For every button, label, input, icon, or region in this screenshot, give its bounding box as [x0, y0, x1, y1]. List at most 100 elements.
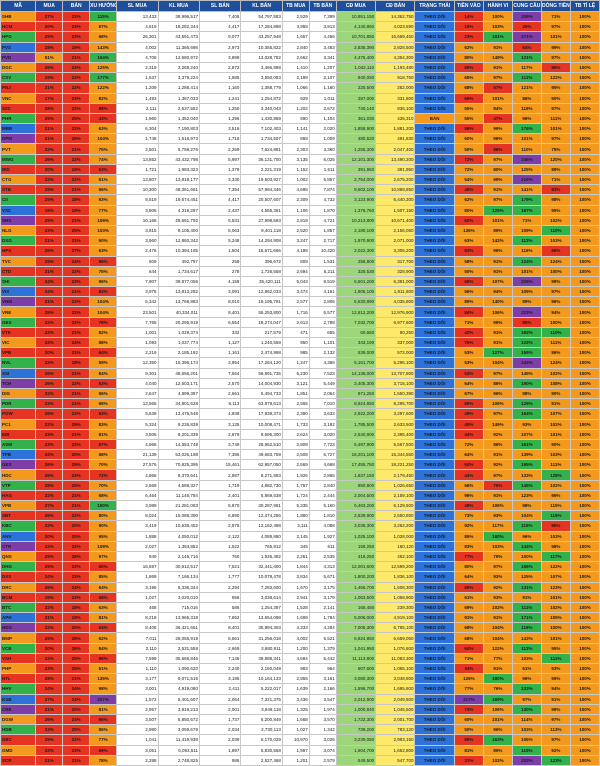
- table-row[interactable]: HPX 26% 27% 63% 2,476 10,394,185 1,504 15,671,6…: [0, 245, 600, 257]
- table-row[interactable]: PHR 25% 25% 43% 1,960 1,352,040 1,296 1,430,869…: [0, 112, 600, 125]
- table-row[interactable]: STB 25% 21% 66% 10,300 48,361,661 7,354 57,984,…: [0, 184, 600, 196]
- buy-pct-cell: 27%: [35, 693, 64, 705]
- table-row[interactable]: PVD 51% 21% 154% 4,706 12,580,972 3,899 13,028,…: [0, 51, 600, 63]
- column-header-trang-thai[interactable]: TRẠNG THÁI: [414, 0, 455, 12]
- column-header-cung-cau[interactable]: CUNG CẦU: [511, 0, 542, 12]
- table-row[interactable]: CII 25% 18% 93% 8,519 19,674,451 4,417 20,507,6…: [0, 194, 600, 206]
- table-row[interactable]: CTR 22% 22% 109% 2,027 1,353,852 1,522 765,912 3…: [0, 540, 600, 552]
- table-row[interactable]: VSC 19% 19% 77% 3,906 4,319,297 2,437 4,565,361…: [0, 204, 600, 216]
- table-row[interactable]: HPG 25% 23% 68% 26,301 43,591,473 9,077 43,257,…: [0, 31, 600, 43]
- table-row[interactable]: DIG 22% 21% 66% 2,647 4,899,397 2,661 5,494,733…: [0, 387, 600, 400]
- table-row[interactable]: SCR 21% 21% 78% 2,288 2,748,825 986 2,527,468 1,…: [0, 754, 600, 766]
- table-row[interactable]: SHB 27% 23% 115% 13,433 38,996,517 7,406 54,797…: [0, 10, 600, 23]
- sell-pct-cell: 22%: [62, 540, 91, 552]
- column-header-ban[interactable]: BÁN: [62, 0, 91, 12]
- table-row[interactable]: HDC 26% 23% 72% 4,866 9,370,641 2,887 8,271,893…: [0, 469, 600, 481]
- table-row[interactable]: MBB 21% 22% 63% 6,304 7,190,803 3,516 7,102,403…: [0, 123, 600, 135]
- table-row[interactable]: DPM 21% 26% 104% 1,748 1,516,973 1,718 1,734,50…: [0, 133, 600, 145]
- table-row[interactable]: VTK 22% 21% 82% 1,001 1,029,374 332 217,579 471 6…: [0, 326, 600, 339]
- supply-demand-cell: 111%: [511, 601, 542, 614]
- column-header-cd-ban[interactable]: CĐ BÁN: [375, 0, 416, 12]
- table-row[interactable]: CTD 21% 22% 75% 644 1,734,617 278 1,726,558 2,69…: [0, 265, 600, 277]
- column-header-tb-ban[interactable]: TB BÁN: [308, 0, 337, 12]
- table-row[interactable]: APH 21% 19% 81% 8,218 13,965,318 7,652 13,654,0…: [0, 612, 600, 624]
- table-row[interactable]: SHI 24% 23% 96% 7,907 39,877,056 4,158 35,420,1…: [0, 275, 600, 288]
- table-row[interactable]: HCM 20% 23% 87% 4,619 18,282,344 4,417 17,284,8…: [0, 21, 600, 33]
- table-row[interactable]: VIC 22% 24% 88% 1,093 1,037,774 1,127 1,240,559…: [0, 336, 600, 349]
- column-header-cd-mua[interactable]: CĐ MUA: [335, 0, 377, 12]
- table-row[interactable]: SHS 25% 21% 109% 10,166 28,661,792 5,931 27,998…: [0, 214, 600, 226]
- table-row[interactable]: PVT 22% 21% 75% 2,501 5,759,276 2,269 7,624,881…: [0, 143, 600, 155]
- table-row[interactable]: SBT 26% 22% 80% 8,024 15,088,390 6,890 12,474,2…: [0, 510, 600, 522]
- table-row[interactable]: HAG 22% 21% 68% 6,464 11,146,784 2,401 5,869,53…: [0, 489, 600, 502]
- buy-pct-cell: 27%: [35, 499, 64, 512]
- table-row[interactable]: NVL 22% 18% 59% 12,350 15,396,174 3,954 17,264,…: [0, 357, 600, 369]
- table-row[interactable]: PDR 23% 21% 68% 13,565 34,801,528 9,113 63,879,…: [0, 398, 600, 410]
- table-row[interactable]: PVS 28% 19% 143% 4,002 11,366,698 2,973 10,355,…: [0, 41, 600, 53]
- table-row[interactable]: DXS 24% 23% 85% 1,869 7,166,134 1,777 10,078,47…: [0, 571, 600, 583]
- table-row[interactable]: KBC 22% 20% 90% 3,419 10,636,452 2,975 12,162,4…: [0, 520, 600, 532]
- column-header-ma[interactable]: MÃ: [0, 0, 37, 12]
- table-row[interactable]: SZC 28% 22% 88% 2,111 2,537,552 1,250 3,340,043…: [0, 102, 600, 114]
- column-header-kl-ban[interactable]: KL BÁN: [240, 0, 283, 12]
- table-row[interactable]: KSB 27% 24% 227% 1,572 5,401,607 2,064 7,321,37…: [0, 693, 600, 705]
- table-row[interactable]: HHV 24% 24% 98% 3,001 4,919,080 2,411 5,222,017…: [0, 683, 600, 695]
- table-row[interactable]: GMD 22% 23% 69% 3,051 6,093,511 1,897 5,830,558…: [0, 744, 600, 756]
- column-header-kl-mua[interactable]: KL MUA: [157, 0, 200, 12]
- column-header-xu-huong[interactable]: XU HƯỚNG: [89, 0, 118, 12]
- table-row[interactable]: BMP 25% 26% 62% 7,011 28,055,919 5,661 31,256,0…: [0, 632, 600, 644]
- table-row[interactable]: BCM 19% 23% 68% 1,027 3,020,010 956 3,038,614 2,…: [0, 591, 600, 603]
- table-row[interactable]: VNC 17% 23% 82% 1,493 1,367,033 1,241 1,254,872…: [0, 92, 600, 104]
- table-row[interactable]: EIB 23% 21% 81% 3,506 9,201,339 2,879 8,695,300…: [0, 428, 600, 440]
- table-row[interactable]: GEX 26% 25% 70% 27,576 70,825,395 15,461 62,957…: [0, 459, 600, 471]
- table-row[interactable]: GEX 22% 22% 76% 7,766 20,295,919 6,554 18,274,0…: [0, 316, 600, 328]
- table-row[interactable]: SSI 26% 21% 84% 9,301 48,656,201 7,564 56,891,7…: [0, 367, 600, 379]
- column-header-mua[interactable]: MUA: [35, 0, 64, 12]
- table-row[interactable]: VPB 27% 21% 150% 3,989 21,281,083 5,870 30,287,…: [0, 499, 600, 512]
- table-row[interactable]: ANV 20% 20% 95% 1,888 4,050,012 2,122 4,089,880…: [0, 530, 600, 542]
- table-row[interactable]: VRE 25% 22% 104% 23,501 40,334,011 8,401 55,253…: [0, 306, 600, 318]
- table-row[interactable]: QNS 25% 26% 97% 949 2,145,716 760 1,926,492 2,26…: [0, 550, 600, 563]
- column-header-tb-ti-le[interactable]: TB TỈ LỆ: [569, 0, 600, 12]
- table-row[interactable]: DRC 26% 24% 64% 3,196 5,336,344 2,294 7,283,600…: [0, 581, 600, 593]
- column-header-sl-ban[interactable]: SL BÁN: [198, 0, 242, 12]
- column-header-tien-vao[interactable]: TIỀN VÀO: [453, 0, 484, 12]
- table-row[interactable]: DBC 25% 22% 77% 1,041 11,419,938 2,039 6,170,02…: [0, 734, 600, 746]
- column-header-dong-tien[interactable]: DÒNG TIỀN: [540, 0, 571, 12]
- table-row[interactable]: VSH 22% 25% 86% 7,599 35,668,846 7,146 38,888,3…: [0, 652, 600, 665]
- table-row[interactable]: TPB 24% 20% 68% 21,139 53,026,198 7,386 49,683,…: [0, 449, 600, 461]
- table-row[interactable]: HDB 23% 25% 86% 2,980 3,059,679 2,034 2,730,113…: [0, 724, 600, 736]
- buy-volume-cell: 28,055,919: [157, 632, 200, 644]
- table-row[interactable]: ASM 23% 22% 67% 4,866 14,553,748 3,749 28,952,5…: [0, 438, 600, 451]
- table-row[interactable]: NTL 28% 21% 135% 3,177 9,071,515 3,195 10,164,1…: [0, 673, 600, 685]
- table-row[interactable]: DHG 25% 22% 60% 16,597 30,612,517 7,521 32,441,…: [0, 561, 600, 573]
- table-row[interactable]: TCH 26% 22% 63% 4,040 12,603,171 2,570 14,004,9…: [0, 377, 600, 389]
- table-row[interactable]: BID 20% 16% 63% 1,721 1,983,323 1,379 2,221,319…: [0, 163, 600, 176]
- table-row[interactable]: CTG 22% 22% 61% 13,807 13,818,177 3,330 19,503,…: [0, 173, 600, 186]
- table-row[interactable]: PC1 22% 25% 83% 5,324 9,226,839 3,135 10,008,47…: [0, 418, 600, 430]
- column-header-sl-mua[interactable]: SL MUA: [116, 0, 159, 12]
- status-cell: BÁN: [414, 112, 455, 125]
- table-row[interactable]: DGC 26% 23% 125% 2,319 3,269,240 2,872 3,466,89…: [0, 61, 600, 74]
- column-header-hanh-vi[interactable]: HÀNH VI: [482, 0, 513, 12]
- table-row[interactable]: MWG 26% 22% 74% 13,852 43,432,798 5,997 36,131,…: [0, 153, 600, 165]
- table-row[interactable]: DXG 21% 21% 60% 3,960 12,860,342 5,248 14,294,9…: [0, 235, 600, 247]
- table-row[interactable]: PNJ 21% 22% 122% 1,209 1,288,414 1,160 1,368,77…: [0, 82, 600, 94]
- table-row[interactable]: PHP 23% 25% 51% 1,110 1,090,620 2,240 2,160,049…: [0, 662, 600, 675]
- table-row[interactable]: CSV 29% 22% 177% 1,537 3,379,224 1,685 3,550,08…: [0, 72, 600, 84]
- table-row[interactable]: POW 26% 22% 63% 5,639 13,475,548 4,938 17,939,3…: [0, 408, 600, 420]
- table-row[interactable]: BTC 22% 18% 63% 468 715,016 586 1,254,397 1,528 2…: [0, 601, 600, 614]
- column-header-tb-mua[interactable]: TB MUA: [281, 0, 310, 12]
- table-row[interactable]: TVC 25% 24% 86% 609 492,797 259 396,672 809 1,531…: [0, 255, 600, 267]
- supply-demand-cell: 143%: [511, 632, 542, 644]
- table-row[interactable]: CRE 21% 20% 81% 2,957 3,919,213 2,001 3,949,118…: [0, 703, 600, 715]
- table-row[interactable]: NLG 23% 25% 103% 3,815 9,105,400 5,063 9,401,11…: [0, 224, 600, 237]
- table-row[interactable]: DGW 26% 24% 66% 3,507 5,850,572 1,737 6,200,849…: [0, 713, 600, 726]
- table-row[interactable]: HDG 22% 20% 64% 8,406 36,421,651 8,401 35,994,3…: [0, 622, 600, 634]
- ticker-cell: VHM: [0, 296, 37, 308]
- table-row[interactable]: VTP 28% 25% 70% 2,669 4,689,327 1,719 4,882,730…: [0, 479, 600, 491]
- table-row[interactable]: VCB 20% 26% 84% 2,110 2,531,558 2,669 3,680,911…: [0, 642, 600, 654]
- table-row[interactable]: VIX 24% 21% 82% 3,976 13,813,282 3,091 12,862,0…: [0, 286, 600, 298]
- table-row[interactable]: VHM 21% 22% 104% 5,342 13,768,883 8,010 18,195,…: [0, 296, 600, 308]
- table-row[interactable]: VPB 20% 21% 64% 2,219 2,185,192 1,161 2,474,998…: [0, 347, 600, 359]
